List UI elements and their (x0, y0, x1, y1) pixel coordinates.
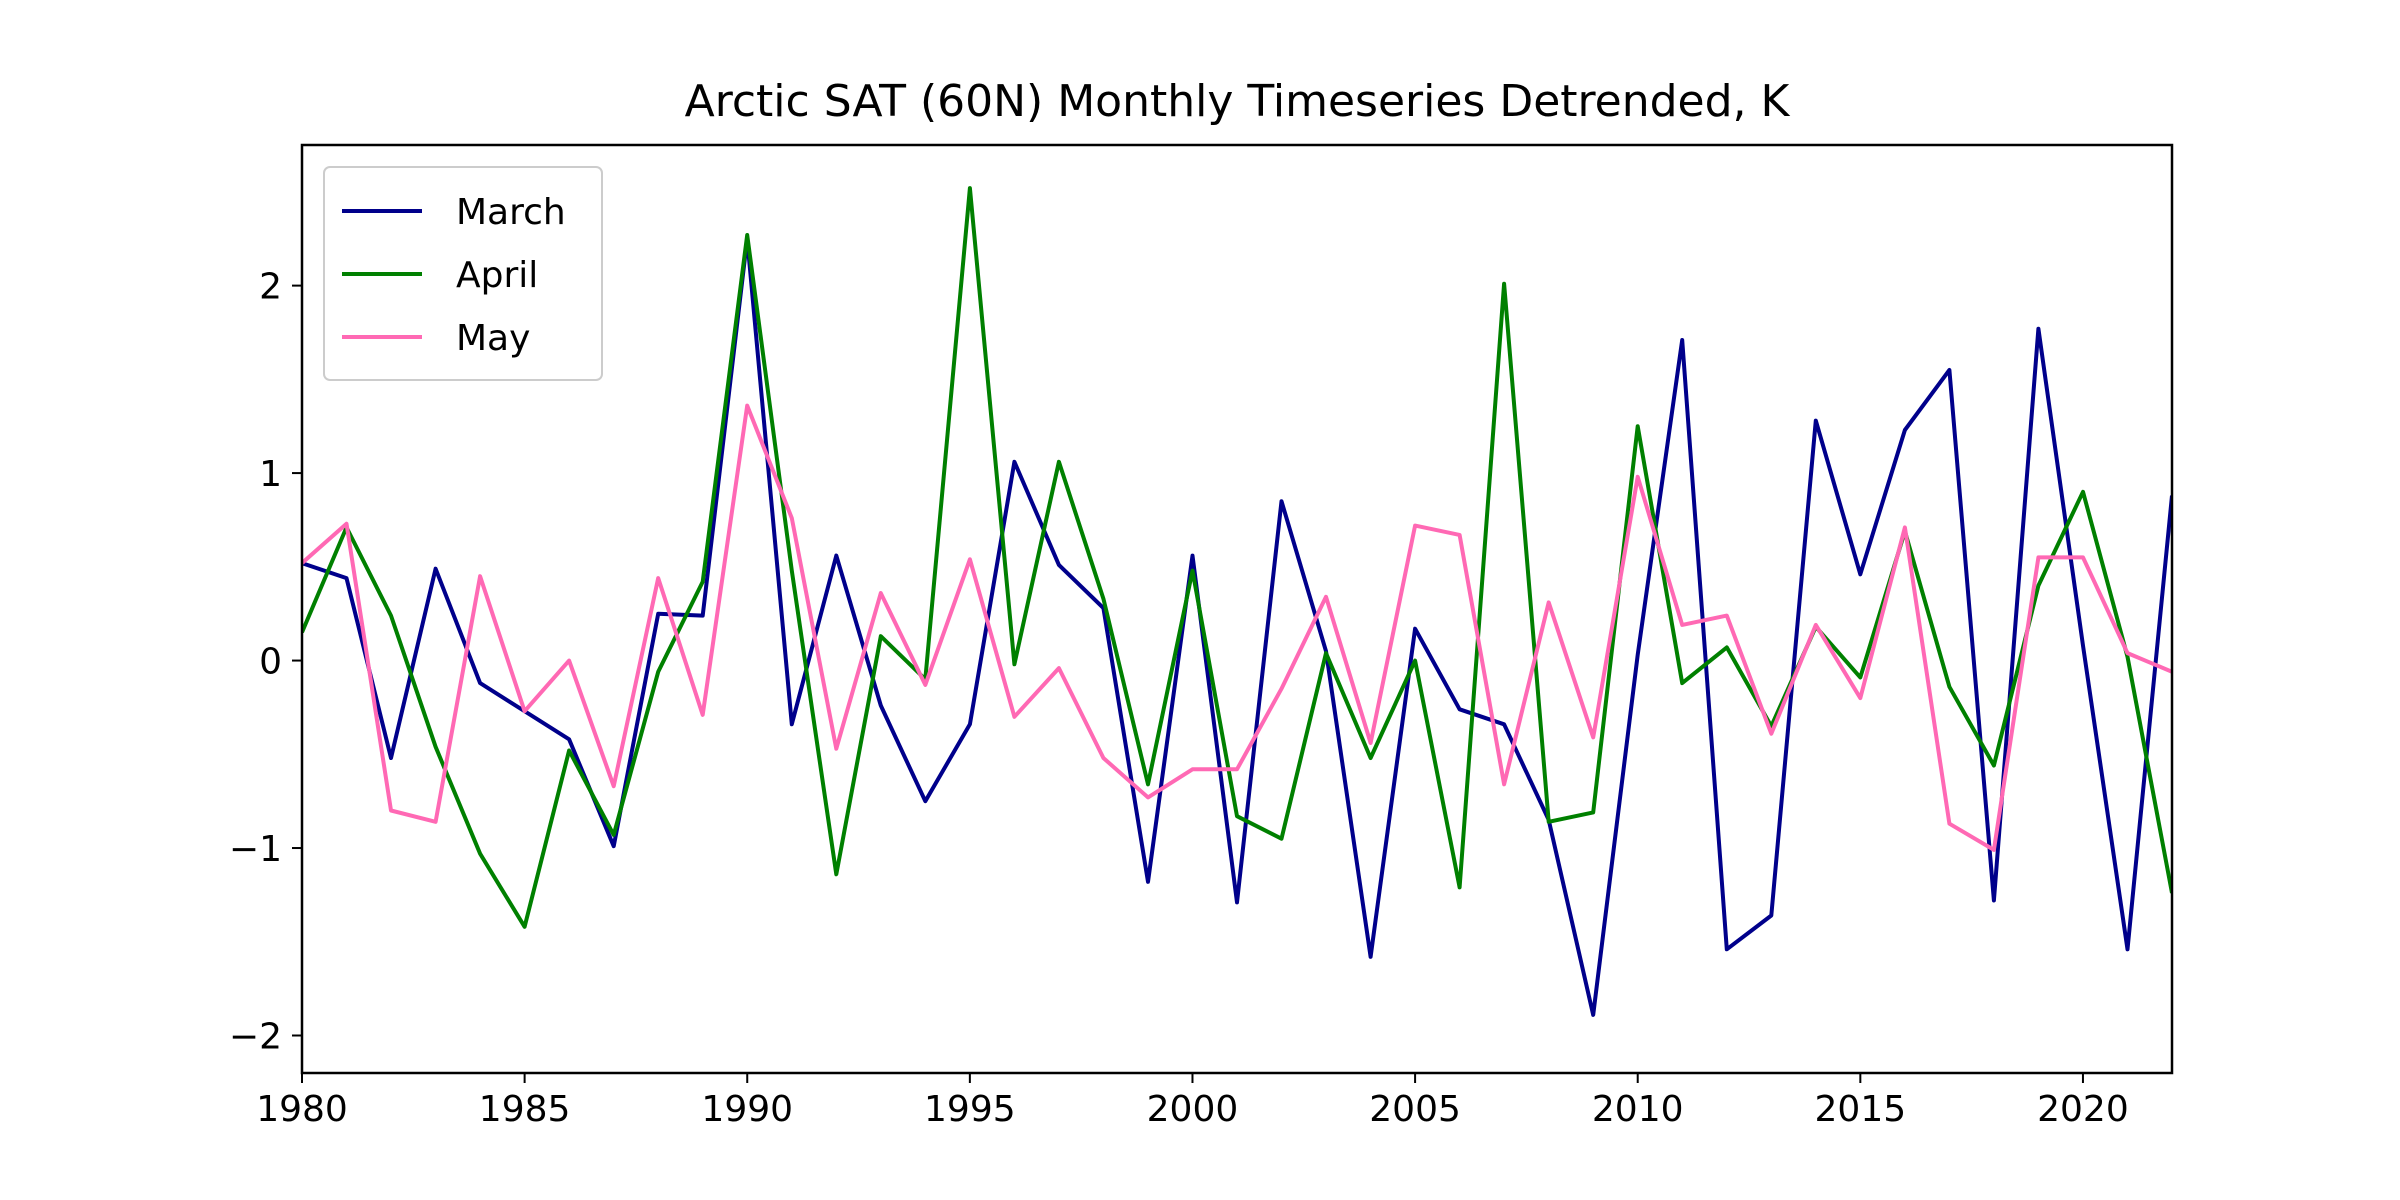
x-tick-label: 1980 (256, 1089, 348, 1130)
plot-frame (300, 143, 2174, 1075)
legend-box (323, 166, 603, 381)
x-tick-label: 2000 (1147, 1089, 1239, 1130)
axes-layer: 1980 1985 1990 1995 2000 2005 2010 2015 2020 −2 −1… (229, 143, 2174, 1130)
x-tick-label: 1985 (479, 1089, 571, 1130)
y-tick-label: 2 (259, 267, 282, 308)
x-tick-label: 2010 (1592, 1089, 1684, 1130)
legend-label-april: April (456, 255, 538, 296)
legend-label-may: May (456, 318, 530, 359)
series-line-march (302, 236, 2172, 1017)
y-tick-label: −1 (229, 829, 282, 870)
y-tick-label: 0 (259, 642, 282, 683)
x-tick-label: 2015 (1815, 1089, 1907, 1130)
y-tick-label: −2 (229, 1017, 282, 1058)
x-tick-label: 2005 (1369, 1089, 1461, 1130)
legend: March April May (323, 166, 603, 381)
legend-label-march: March (456, 192, 566, 233)
x-tick-label: 1990 (701, 1089, 793, 1130)
x-tick-label: 2020 (2037, 1089, 2129, 1130)
y-tick-label: 1 (259, 454, 282, 495)
x-tick-label: 1995 (924, 1089, 1016, 1130)
chart-title: Arctic SAT (60N) Monthly Timeseries Detr… (685, 76, 1791, 127)
series-layer (302, 186, 2172, 1017)
series-line-april (302, 186, 2172, 929)
series-line-may (302, 403, 2172, 852)
